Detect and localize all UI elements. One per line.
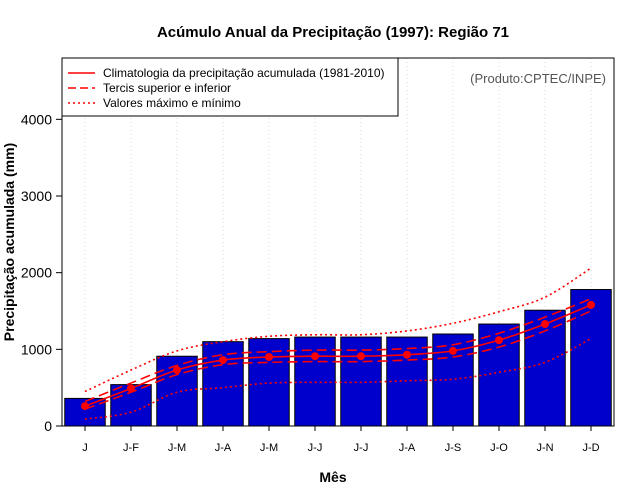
x-tick-label: J-M [260, 442, 278, 454]
y-tick-label: 4000 [21, 111, 52, 127]
bar-j-d [570, 289, 612, 427]
x-tick-label: J-M [168, 442, 186, 454]
x-tick-label: J-J [308, 442, 323, 454]
x-tick-label: J-A [399, 442, 416, 454]
climatology-point-j-a [403, 350, 411, 359]
climatology-point-j-a [219, 356, 227, 365]
legend-box [61, 57, 399, 117]
x-tick-label: J-N [536, 442, 553, 454]
climatology-point-j-n [541, 320, 549, 329]
x-axis-title: Mês [319, 469, 346, 485]
bars [64, 289, 612, 427]
x-tick-label: J [82, 442, 88, 454]
x-axis: J J-F J-M J-A J-M J-J J-J J-A J-S J-O J-N J-D [82, 426, 600, 454]
x-tick-label: J-A [215, 442, 232, 454]
credit-text: (Produto:CPTEC/INPE) [470, 71, 606, 86]
legend-label-extremes: Valores máximo e mínimo [103, 96, 241, 110]
climatology-point-j-m [173, 366, 181, 375]
chart-title: Acúmulo Anual da Precipitação (1997): Re… [157, 24, 509, 41]
climatology-point-j-s [449, 346, 457, 355]
climatology-point-j-f [127, 384, 135, 393]
x-tick-label: J-O [490, 442, 508, 454]
x-tick-label: J-F [123, 442, 139, 454]
climatology-point-j-j [357, 352, 365, 361]
climatology-point-j-d [587, 300, 595, 309]
y-tick-label: 1000 [21, 341, 52, 357]
legend: Climatologia da precipitação acumulada (… [61, 57, 399, 117]
legend-label-climatology: Climatologia da precipitação acumulada (… [103, 66, 385, 80]
climatology-point-j-o [495, 336, 503, 345]
y-axis-title: Precipitação acumulada (mm) [1, 143, 17, 341]
y-tick-label: 0 [44, 418, 52, 434]
x-tick-label: J-D [582, 442, 599, 454]
y-tick-label: 3000 [21, 188, 52, 204]
x-tick-label: J-J [354, 442, 369, 454]
bar-j-m [248, 338, 290, 427]
lines [81, 267, 595, 420]
series-line-2 [84, 310, 592, 410]
grid [84, 58, 592, 426]
y-axis: 0 1000 2000 3000 4000 [21, 111, 62, 434]
series-line-0 [84, 304, 592, 407]
y-tick-label: 2000 [21, 265, 52, 281]
x-tick-label: J-S [445, 442, 462, 454]
legend-label-tercis: Tercis superior e inferior [103, 81, 231, 95]
climatology-point-j-j [311, 352, 319, 361]
bar-j-a [202, 341, 244, 427]
climatology-point-j-m [265, 353, 273, 361]
bar-j-a [386, 336, 428, 427]
series-line-1 [84, 297, 592, 403]
series-line-3 [84, 267, 592, 393]
